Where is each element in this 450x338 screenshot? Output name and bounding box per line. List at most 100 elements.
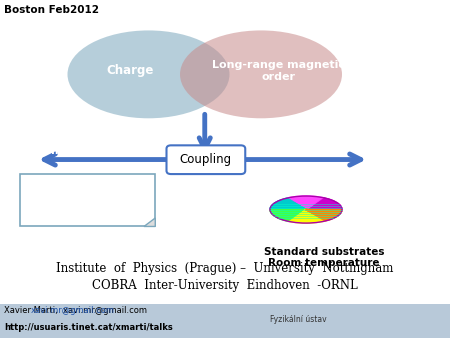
Polygon shape [306,199,331,210]
Polygon shape [306,196,311,210]
Polygon shape [306,210,340,215]
Polygon shape [289,210,306,222]
Polygon shape [271,210,306,213]
Polygon shape [273,203,306,210]
Polygon shape [284,210,306,221]
Polygon shape [271,206,306,210]
Polygon shape [306,199,330,210]
Polygon shape [285,210,306,221]
Polygon shape [306,210,331,219]
Polygon shape [297,210,306,223]
Polygon shape [306,210,339,215]
Polygon shape [290,210,306,222]
Polygon shape [306,206,341,210]
Polygon shape [301,196,306,210]
Text: Standard substrates
Room temperature: Standard substrates Room temperature [264,247,384,268]
Polygon shape [306,203,338,210]
Polygon shape [306,208,342,210]
Polygon shape [286,198,306,210]
Polygon shape [278,201,306,210]
Polygon shape [281,199,306,210]
Polygon shape [306,210,330,220]
Polygon shape [306,210,319,222]
Polygon shape [306,210,338,216]
Text: Xavier Marti,  xavi.mr@gmail.com: Xavier Marti, xavi.mr@gmail.com [4,307,148,315]
Polygon shape [270,208,306,210]
Polygon shape [291,210,306,222]
Polygon shape [277,210,306,218]
Polygon shape [270,210,306,212]
Polygon shape [274,203,306,210]
Polygon shape [271,210,306,213]
Polygon shape [272,210,306,214]
Polygon shape [274,203,306,210]
Polygon shape [306,210,337,217]
Text: 2.  Semiconductors: 2. Semiconductors [27,195,125,204]
Polygon shape [306,200,333,210]
Polygon shape [290,197,306,210]
Polygon shape [306,198,324,210]
Text: Fyzikální ústav: Fyzikální ústav [270,315,327,324]
Polygon shape [306,210,341,213]
Polygon shape [272,210,306,214]
Polygon shape [306,210,334,218]
Polygon shape [274,210,306,216]
Polygon shape [306,210,332,219]
Polygon shape [306,210,336,217]
Polygon shape [306,210,329,220]
Text: Boston Feb2012: Boston Feb2012 [4,5,99,15]
Polygon shape [306,201,334,210]
Polygon shape [306,210,331,220]
Polygon shape [278,210,306,218]
Polygon shape [295,210,306,222]
Text: xavi.mr@gmail.com: xavi.mr@gmail.com [31,307,115,315]
Polygon shape [306,203,338,210]
Polygon shape [306,197,321,210]
Polygon shape [288,210,306,221]
Polygon shape [303,210,306,223]
Polygon shape [288,210,306,221]
Polygon shape [306,196,315,210]
Polygon shape [306,202,337,210]
Polygon shape [279,200,306,210]
Polygon shape [296,196,306,210]
Polygon shape [270,210,306,212]
Polygon shape [282,210,306,220]
Polygon shape [271,207,306,210]
Ellipse shape [180,30,342,118]
Polygon shape [306,197,319,210]
Polygon shape [306,210,342,211]
Polygon shape [279,210,306,219]
Polygon shape [306,207,342,210]
Polygon shape [306,196,309,210]
Polygon shape [305,196,306,210]
Polygon shape [306,210,342,211]
Polygon shape [306,206,341,210]
Polygon shape [298,210,306,223]
Polygon shape [306,210,320,222]
Polygon shape [293,197,306,210]
Polygon shape [144,218,155,226]
Polygon shape [306,209,342,210]
Polygon shape [306,197,317,210]
Polygon shape [298,196,306,210]
Polygon shape [301,210,306,223]
Polygon shape [281,210,306,220]
Polygon shape [306,210,342,211]
Polygon shape [299,210,306,223]
Polygon shape [306,210,328,220]
Polygon shape [280,210,306,219]
Polygon shape [306,210,310,223]
Text: Charge: Charge [107,65,154,77]
Polygon shape [302,196,306,210]
Polygon shape [306,210,308,223]
Polygon shape [302,210,306,223]
Text: Coupling: Coupling [180,153,232,166]
Polygon shape [297,196,306,210]
Polygon shape [306,210,324,221]
Polygon shape [306,196,314,210]
Text: http://usuaris.tinet.cat/xmarti/talks: http://usuaris.tinet.cat/xmarti/talks [4,323,173,332]
Polygon shape [306,196,310,210]
Polygon shape [274,210,306,216]
Polygon shape [270,210,306,211]
